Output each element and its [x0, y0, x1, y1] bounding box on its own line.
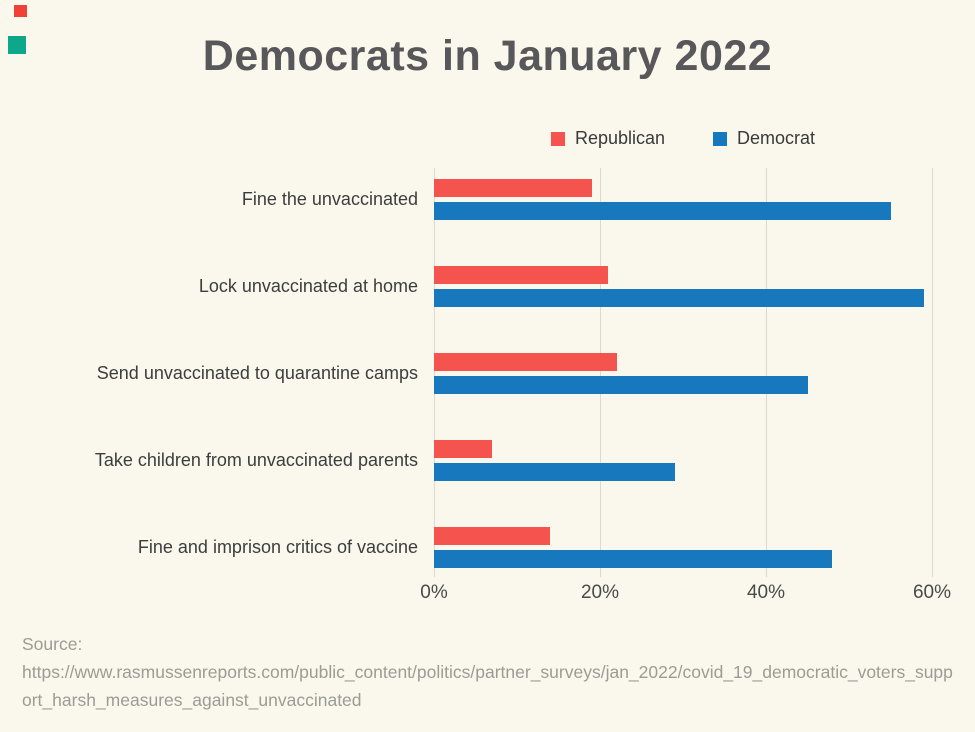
republican-swatch: [550, 131, 565, 146]
chart-row: Fine the unvaccinated: [0, 156, 975, 243]
democrat-bar: [434, 376, 808, 394]
category-label: Take children from unvaccinated parents: [94, 450, 418, 470]
legend-item-republican: Republican: [550, 128, 666, 149]
chart-rows: Fine the unvaccinated Lock unvaccinated a…: [0, 156, 975, 591]
legend-item-democrat: Democrat: [713, 128, 815, 149]
chart-legend: Republican Democrat: [434, 128, 932, 149]
bar-group: [434, 266, 924, 307]
source-label: Source:: [22, 634, 83, 654]
democrat-bar: [434, 550, 833, 568]
x-tick-label: 40%: [746, 582, 786, 603]
source-note: Source: https://www.rasmussenreports.com…: [22, 630, 958, 714]
decor-square-teal: [8, 36, 26, 54]
republican-bar: [434, 440, 493, 458]
chart-row: Lock unvaccinated at home: [0, 243, 975, 330]
category-label: Send unvaccinated to quarantine camps: [96, 363, 418, 383]
legend-label: Democrat: [737, 128, 816, 148]
gridline: [600, 168, 601, 577]
category-label: Fine the unvaccinated: [241, 189, 418, 209]
category-label: Lock unvaccinated at home: [198, 276, 418, 296]
gridline: [434, 168, 435, 577]
x-tick-label: 60%: [912, 582, 952, 603]
chart-row: Fine and imprison critics of vaccine: [0, 504, 975, 591]
bar-group: [434, 353, 808, 394]
gridline: [932, 168, 933, 577]
republican-bar: [434, 266, 609, 284]
democrat-swatch: [713, 131, 728, 146]
gridlines-layer: [434, 168, 933, 577]
democrat-bar: [434, 202, 891, 220]
source-url: https://www.rasmussenreports.com/public_…: [22, 662, 953, 710]
page-title: Democrats in January 2022: [202, 32, 773, 80]
chart-row: Take children from unvaccinated parents: [0, 417, 975, 504]
democrat-bar: [434, 463, 675, 481]
bar-group: [434, 527, 833, 568]
x-axis: 0% 20% 40% 60%: [420, 582, 951, 608]
democrat-bar: [434, 289, 924, 307]
x-tick-label: 20%: [580, 582, 620, 603]
republican-bar: [434, 179, 592, 197]
decor-square-red: [14, 5, 27, 17]
gridline: [766, 168, 767, 577]
bar-group: [434, 440, 675, 481]
category-label: Fine and imprison critics of vaccine: [137, 537, 418, 557]
legend-label: Republican: [574, 128, 666, 148]
chart-row: Send unvaccinated to quarantine camps: [0, 330, 975, 417]
republican-bar: [434, 353, 617, 371]
x-tick-label: 0%: [420, 582, 448, 603]
republican-bar: [434, 527, 551, 545]
bar-group: [434, 179, 891, 220]
